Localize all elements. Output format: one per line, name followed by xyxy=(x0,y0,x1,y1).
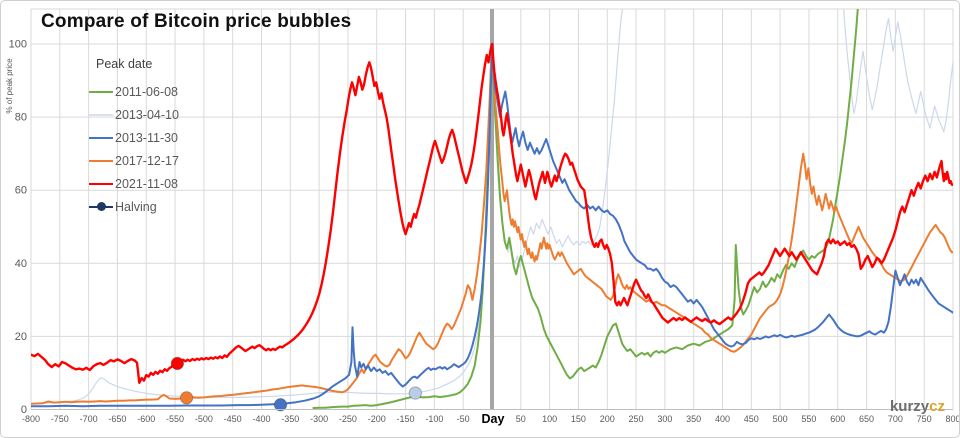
x-tick-label: -700 xyxy=(80,414,98,424)
series-line-2021-11-08 xyxy=(31,42,953,384)
x-tick-label: -650 xyxy=(108,414,126,424)
x-tick-label: 150 xyxy=(571,414,586,424)
x-tick-label: -150 xyxy=(397,414,415,424)
legend-item-2013-11-30: 2013-11-30 xyxy=(89,126,179,149)
x-tick-label: -550 xyxy=(166,414,184,424)
legend-header: Peak date xyxy=(96,57,153,71)
legend-item-label: 2017-12-17 xyxy=(115,153,179,168)
series-line-2017-12-17 xyxy=(31,43,953,405)
legend-items: 2011-06-08 2013-04-10 2013-11-30 2017-12-17… xyxy=(89,80,179,218)
x-tick-label: -800 xyxy=(22,414,40,424)
y-tick-label: 80 xyxy=(15,112,27,124)
x-tick-label: 800 xyxy=(945,414,959,424)
legend-item-label: 2013-04-10 xyxy=(115,107,179,122)
halving-marker-2013-04-10 xyxy=(408,386,423,400)
y-tick-label: 100 xyxy=(9,39,27,51)
x-tick-label: -400 xyxy=(252,414,270,424)
y-tick-label: 40 xyxy=(15,258,27,270)
series-line-2011-06-08 xyxy=(312,9,859,409)
halving-marker-2013-11-30 xyxy=(273,398,288,412)
x-tick-label: 700 xyxy=(888,414,903,424)
legend: Peak date 2011-06-08 2013-04-10 2013-11-30… xyxy=(89,57,179,218)
x-tick-label: 100 xyxy=(542,414,557,424)
legend-item-halving: Halving xyxy=(89,195,179,218)
watermark-accent: cz xyxy=(929,398,945,415)
y-tick-label: 0 xyxy=(21,404,27,416)
x-tick-label: -350 xyxy=(281,414,299,424)
line-swatch-icon xyxy=(89,136,113,139)
watermark: kurzycz xyxy=(890,398,945,415)
y-tick-label: 60 xyxy=(15,185,27,197)
x-tick-label: -100 xyxy=(425,414,443,424)
x-tick-label: 550 xyxy=(801,414,816,424)
legend-item-label: 2011-06-08 xyxy=(115,84,179,99)
series-line-2013-11-30 xyxy=(31,43,953,408)
halving-dot-icon xyxy=(97,201,106,211)
line-swatch-icon xyxy=(89,113,113,116)
x-tick-label: 450 xyxy=(744,414,759,424)
x-tick-label: -750 xyxy=(51,414,69,424)
watermark-gray: kurzy xyxy=(889,398,930,415)
legend-item-2021-11-08: 2021-11-08 xyxy=(89,172,179,195)
x-tick-label: 650 xyxy=(859,414,874,424)
legend-item-label: Halving xyxy=(115,199,157,214)
x-tick-label: -500 xyxy=(195,414,213,424)
x-tick-label: -50 xyxy=(457,414,470,424)
x-tick-label: 500 xyxy=(773,414,788,424)
legend-item-label: 2021-11-08 xyxy=(115,176,179,191)
x-tick-label: 300 xyxy=(657,414,672,424)
halving-marker-2017-12-17 xyxy=(179,391,194,405)
x-tick-label: -200 xyxy=(368,414,386,424)
x-tick-label: 400 xyxy=(715,414,730,424)
line-swatch-icon xyxy=(89,159,113,162)
legend-item-2013-04-10: 2013-04-10 xyxy=(89,103,179,126)
chart-title: Compare of Bitcoin price bubbles xyxy=(41,11,352,32)
x-tick-label: -600 xyxy=(137,414,155,424)
halving-marker-2021-11-08 xyxy=(170,356,185,371)
x-tick-label: 750 xyxy=(917,414,932,424)
x-tick-label: -250 xyxy=(339,414,357,424)
x-tick-label: 200 xyxy=(600,414,615,424)
y-tick-label: 20 xyxy=(15,331,27,343)
x-tick-label: -450 xyxy=(224,414,242,424)
line-swatch-icon xyxy=(89,182,113,185)
halving-dot-swatch-icon xyxy=(89,201,113,211)
x-tick-label: -300 xyxy=(310,414,328,424)
line-swatch-icon xyxy=(89,90,113,93)
x-axis-title: Day xyxy=(482,412,505,426)
x-tick-label: 250 xyxy=(629,414,644,424)
legend-item-2011-06-08: 2011-06-08 xyxy=(89,80,179,103)
legend-item-label: 2013-11-30 xyxy=(115,130,179,145)
x-tick-label: 600 xyxy=(830,414,845,424)
x-tick-label: 50 xyxy=(516,414,526,424)
x-tick-label: 350 xyxy=(686,414,701,424)
series-line-2013-04-10 xyxy=(31,9,953,405)
y-axis-title: % of peak price xyxy=(5,58,14,114)
legend-item-2017-12-17: 2017-12-17 xyxy=(89,149,179,172)
